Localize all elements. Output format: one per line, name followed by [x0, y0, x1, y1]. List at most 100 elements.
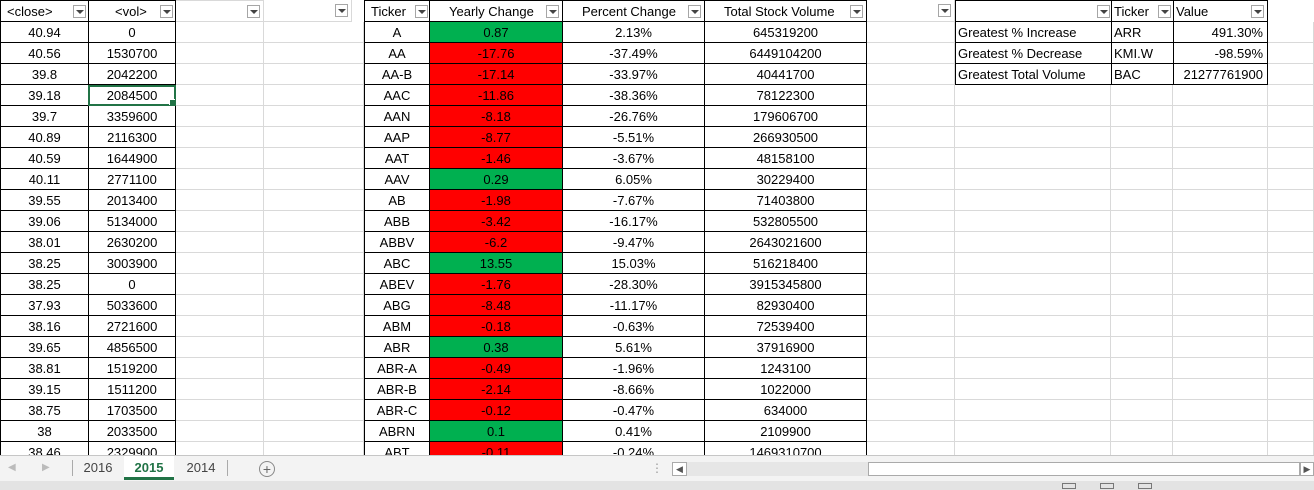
cell-percent-change[interactable]: -7.67%: [562, 190, 704, 211]
cell-percent-change[interactable]: 0.41%: [562, 421, 704, 442]
dropdown-arrow-icon[interactable]: [546, 5, 559, 18]
empty-cell[interactable]: [1173, 211, 1268, 232]
cell-yearly-change[interactable]: -0.12: [429, 400, 562, 421]
empty-cell[interactable]: [264, 169, 364, 190]
cell-close[interactable]: 38.81: [0, 358, 88, 379]
empty-cell[interactable]: [867, 442, 955, 455]
empty-cell[interactable]: [176, 337, 264, 358]
tab-2016[interactable]: 2016: [83, 460, 113, 475]
cell-percent-change[interactable]: -8.66%: [562, 379, 704, 400]
empty-cell[interactable]: [176, 232, 264, 253]
empty-cell[interactable]: [264, 232, 364, 253]
empty-cell[interactable]: [1268, 358, 1314, 379]
empty-cell[interactable]: [264, 316, 364, 337]
cell-total-volume[interactable]: 78122300: [704, 85, 867, 106]
empty-cell[interactable]: [1268, 442, 1314, 455]
cell-close[interactable]: 38.01: [0, 232, 88, 253]
empty-cell[interactable]: [955, 106, 1111, 127]
cell-yearly-change[interactable]: -2.14: [429, 379, 562, 400]
dropdown-arrow-icon[interactable]: [1251, 5, 1264, 18]
header-empty-1[interactable]: [176, 0, 264, 22]
empty-cell[interactable]: [955, 400, 1111, 421]
header-ticker[interactable]: Ticker: [364, 0, 429, 22]
header-empty-2[interactable]: [264, 0, 352, 22]
empty-cell[interactable]: [955, 190, 1111, 211]
empty-cell[interactable]: [867, 400, 955, 421]
spreadsheet-grid[interactable]: <close> <vol> Ticker Yearly Change Perce…: [0, 0, 1314, 455]
empty-cell[interactable]: [264, 127, 364, 148]
empty-cell[interactable]: [955, 253, 1111, 274]
cell-yearly-change[interactable]: 0.29: [429, 169, 562, 190]
cell-percent-change[interactable]: -0.47%: [562, 400, 704, 421]
cell-total-volume[interactable]: 179606700: [704, 106, 867, 127]
empty-cell[interactable]: [264, 337, 364, 358]
cell-close[interactable]: 38.46: [0, 442, 88, 455]
cell-vol[interactable]: 2721600: [88, 316, 176, 337]
empty-cell[interactable]: [867, 232, 955, 253]
cell-percent-change[interactable]: -5.51%: [562, 127, 704, 148]
empty-cell[interactable]: [955, 85, 1111, 106]
cell-percent-change[interactable]: 2.13%: [562, 22, 704, 43]
empty-cell[interactable]: [867, 211, 955, 232]
cell-close[interactable]: 38.25: [0, 274, 88, 295]
empty-cell[interactable]: [176, 358, 264, 379]
cell-summary-label[interactable]: Greatest Total Volume: [955, 64, 1111, 85]
cell-vol[interactable]: 1511200: [88, 379, 176, 400]
cell-ticker[interactable]: ABB: [364, 211, 429, 232]
cell-yearly-change[interactable]: 13.55: [429, 253, 562, 274]
tab-scroll-left-icon[interactable]: ◀: [8, 462, 16, 473]
empty-cell[interactable]: [867, 274, 955, 295]
empty-cell[interactable]: [1173, 253, 1268, 274]
cell-total-volume[interactable]: 82930400: [704, 295, 867, 316]
empty-cell[interactable]: [1111, 106, 1173, 127]
cell-close[interactable]: 39.65: [0, 337, 88, 358]
empty-cell[interactable]: [264, 295, 364, 316]
empty-cell[interactable]: [264, 379, 364, 400]
empty-cell[interactable]: [176, 190, 264, 211]
cell-ticker[interactable]: AAC: [364, 85, 429, 106]
dropdown-arrow-icon[interactable]: [247, 5, 260, 18]
header-summary-ticker[interactable]: Ticker: [1111, 0, 1173, 22]
empty-cell[interactable]: [1268, 379, 1314, 400]
empty-cell[interactable]: [1173, 358, 1268, 379]
empty-cell[interactable]: [264, 22, 364, 43]
empty-cell[interactable]: [1173, 421, 1268, 442]
header-summary-value[interactable]: Value: [1173, 0, 1268, 22]
empty-cell[interactable]: [1173, 274, 1268, 295]
empty-cell[interactable]: [867, 64, 955, 85]
cell-yearly-change[interactable]: -11.86: [429, 85, 562, 106]
empty-cell[interactable]: [867, 85, 955, 106]
cell-yearly-change[interactable]: 0.87: [429, 22, 562, 43]
empty-cell[interactable]: [1173, 190, 1268, 211]
tab-2014[interactable]: 2014: [186, 460, 216, 475]
empty-cell[interactable]: [867, 379, 955, 400]
scrollbar-thumb[interactable]: [868, 462, 1300, 476]
empty-cell[interactable]: [955, 169, 1111, 190]
cell-close[interactable]: 40.59: [0, 148, 88, 169]
empty-cell[interactable]: [1268, 127, 1314, 148]
page-break-icon[interactable]: [1138, 483, 1152, 489]
empty-cell[interactable]: [176, 442, 264, 455]
empty-cell[interactable]: [1111, 400, 1173, 421]
empty-cell[interactable]: [1111, 85, 1173, 106]
cell-yearly-change[interactable]: -0.18: [429, 316, 562, 337]
cell-total-volume[interactable]: 532805500: [704, 211, 867, 232]
dropdown-arrow-icon[interactable]: [1097, 5, 1110, 18]
empty-cell[interactable]: [264, 43, 364, 64]
empty-cell[interactable]: [1268, 22, 1314, 43]
empty-cell[interactable]: [867, 295, 955, 316]
cell-ticker[interactable]: A: [364, 22, 429, 43]
cell-vol[interactable]: 2771100: [88, 169, 176, 190]
header-percent-change[interactable]: Percent Change: [562, 0, 704, 22]
cell-ticker[interactable]: AA: [364, 43, 429, 64]
empty-cell[interactable]: [955, 337, 1111, 358]
cell-vol[interactable]: 1703500: [88, 400, 176, 421]
empty-cell[interactable]: [1173, 442, 1268, 455]
empty-cell[interactable]: [1111, 211, 1173, 232]
empty-cell[interactable]: [1268, 253, 1314, 274]
empty-cell[interactable]: [1111, 169, 1173, 190]
empty-cell[interactable]: [264, 85, 364, 106]
cell-total-volume[interactable]: 1022000: [704, 379, 867, 400]
cell-summary-ticker[interactable]: ARR: [1111, 22, 1173, 43]
cell-close[interactable]: 39.06: [0, 211, 88, 232]
